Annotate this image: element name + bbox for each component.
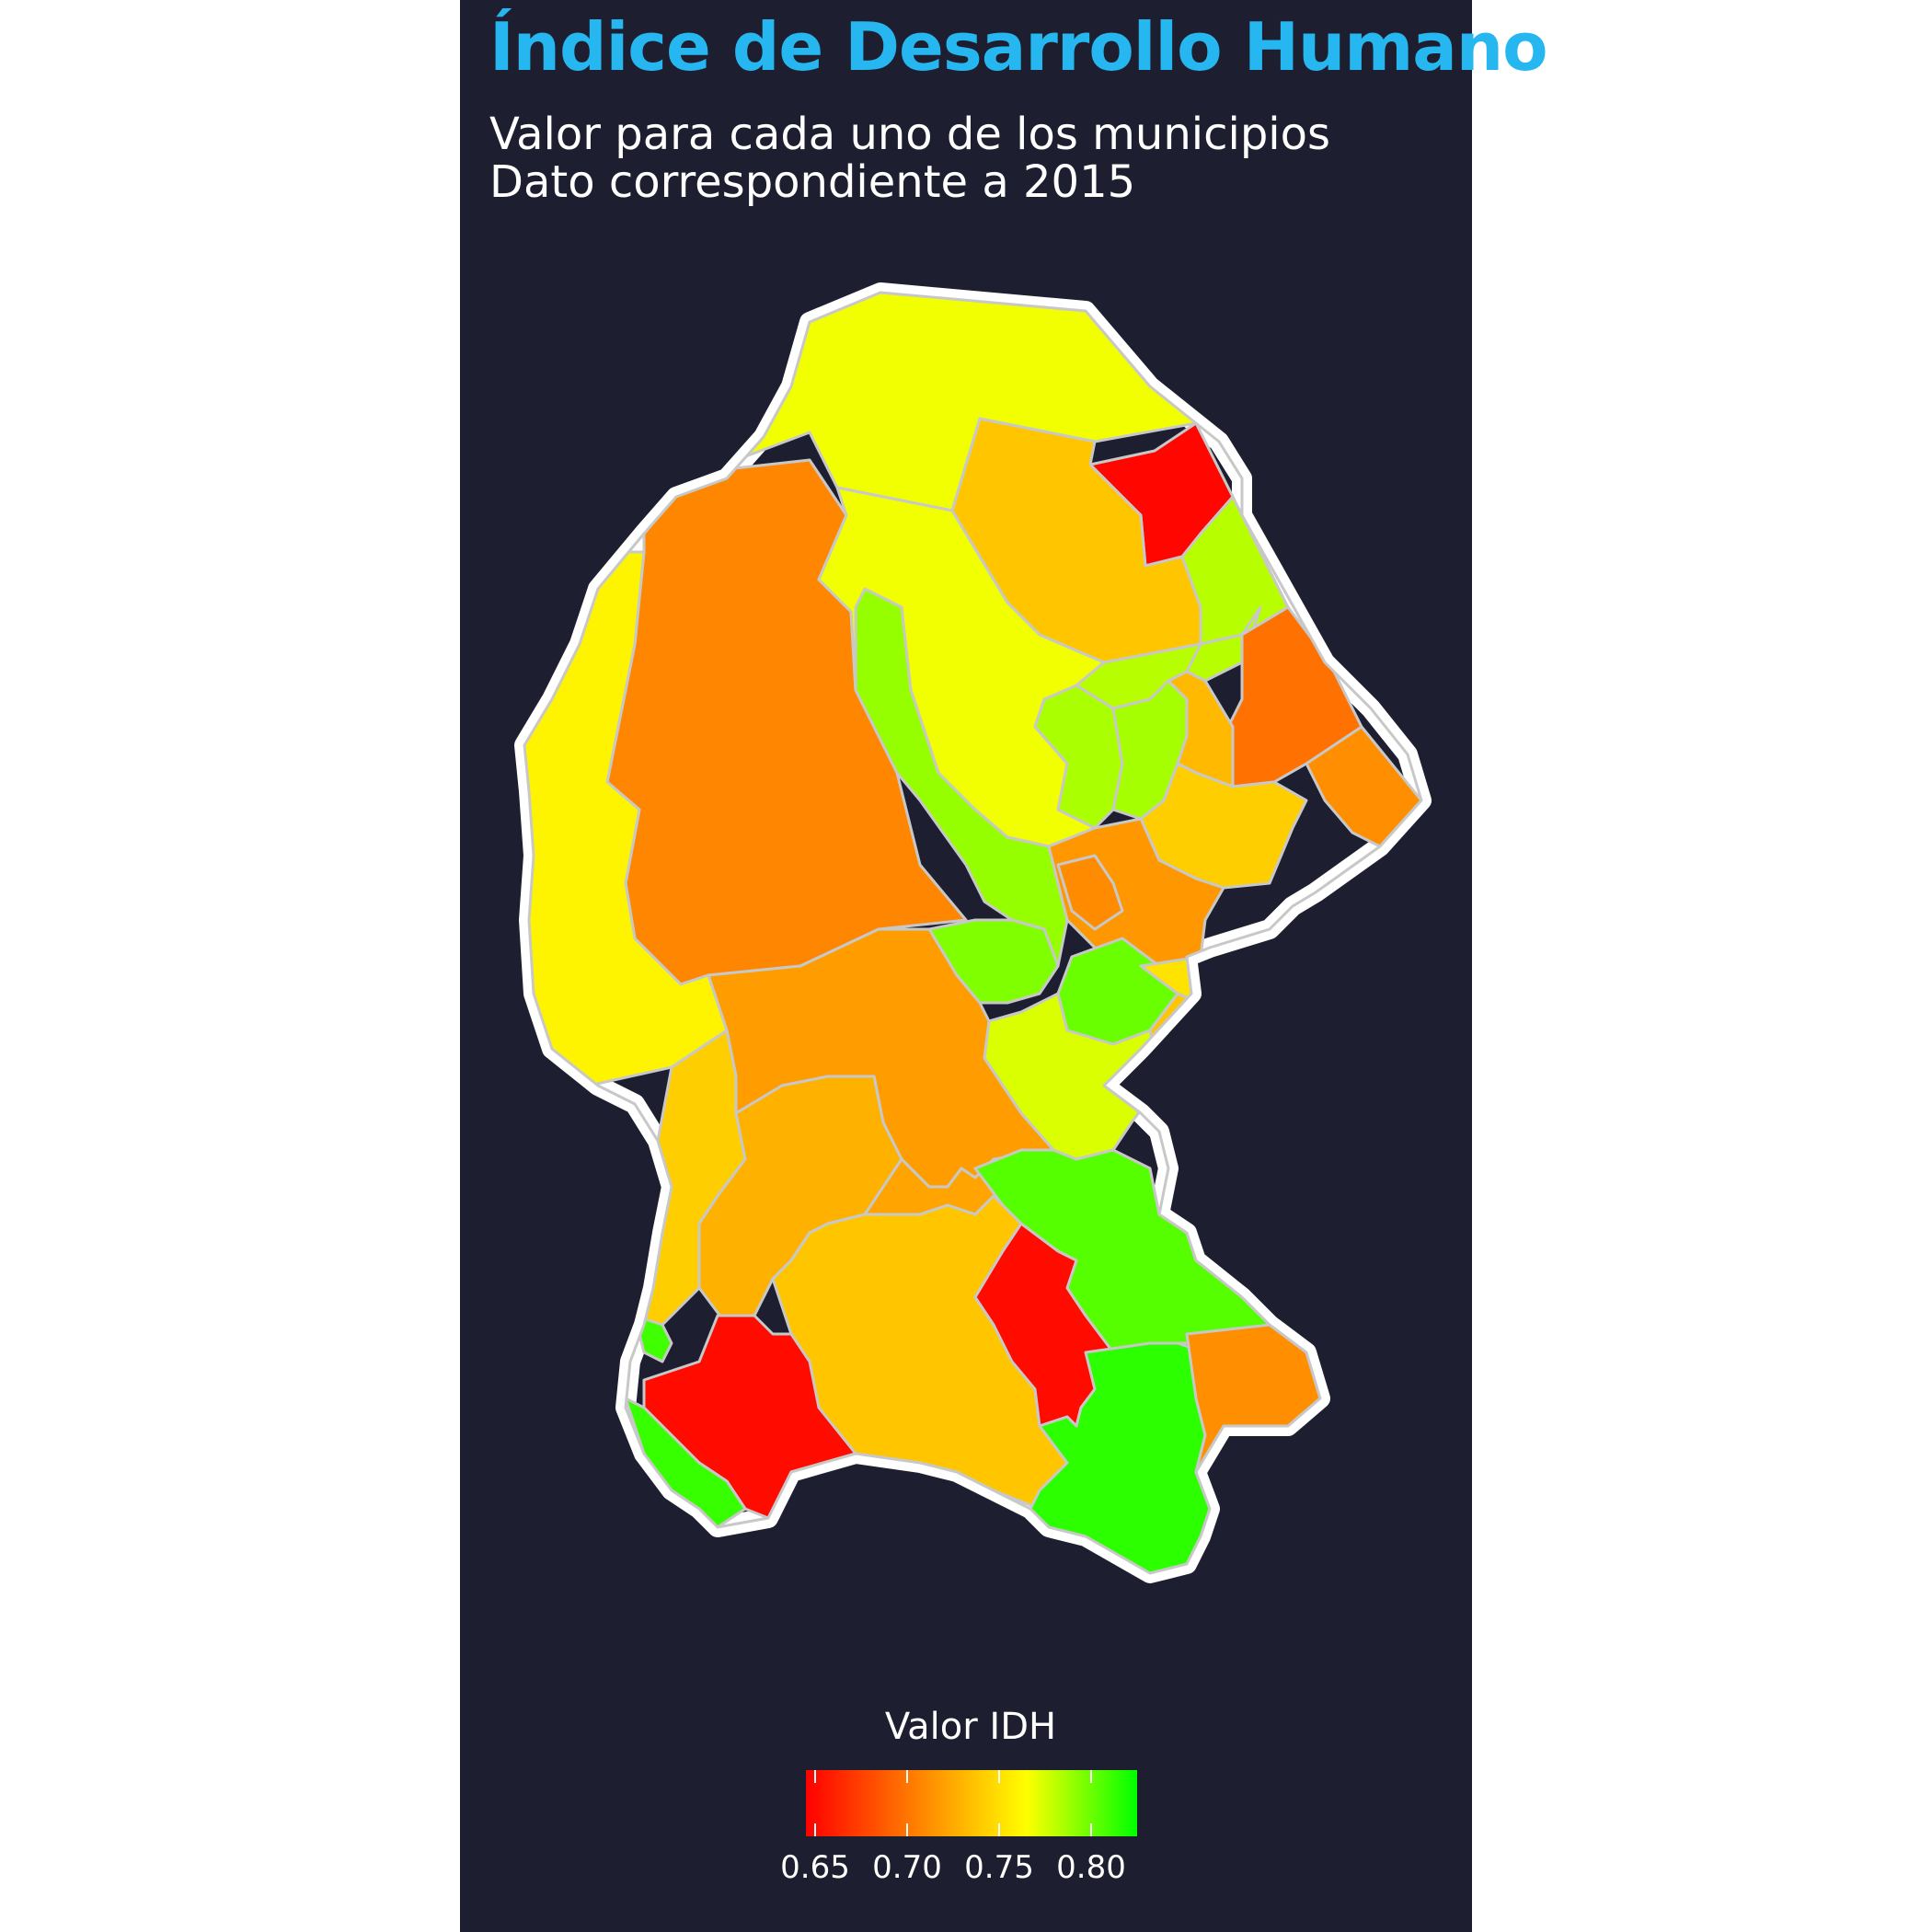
municipality-region bbox=[1033, 684, 1124, 830]
legend-tick-label: 0.80 bbox=[1056, 1849, 1126, 1886]
map-subtitle-line-1: Valor para cada uno de los municipios bbox=[489, 109, 1330, 160]
municipality-region bbox=[524, 550, 729, 1087]
legend-tick-label: 0.75 bbox=[964, 1849, 1034, 1886]
legend-title: Valor IDH bbox=[884, 1706, 1057, 1748]
legend-colorbar bbox=[806, 1770, 1137, 1836]
legend-tick-label: 0.65 bbox=[780, 1849, 850, 1886]
map-title: Índice de Desarrollo Humano bbox=[489, 8, 1548, 86]
map-subtitle-line-2: Dato correspondiente a 2015 bbox=[489, 156, 1136, 208]
municipality-region bbox=[1056, 854, 1124, 931]
legend-tick-label: 0.70 bbox=[872, 1849, 942, 1886]
